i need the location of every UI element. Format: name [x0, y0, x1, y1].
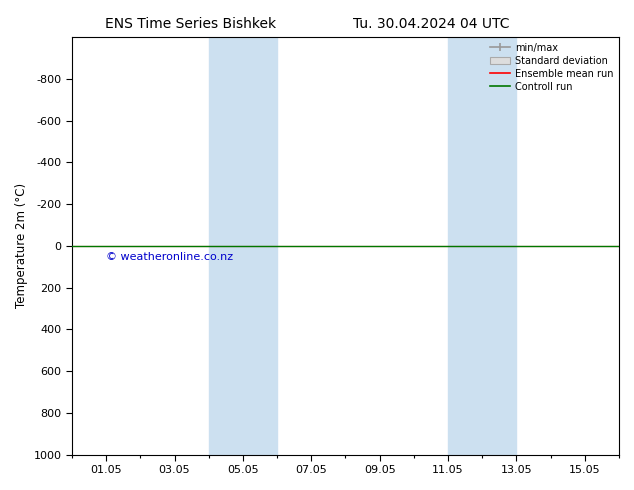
Bar	[209, 37, 277, 455]
Legend: min/max, Standard deviation, Ensemble mean run, Controll run: min/max, Standard deviation, Ensemble me…	[486, 39, 617, 96]
Text: © weatheronline.co.nz: © weatheronline.co.nz	[106, 252, 233, 262]
Y-axis label: Temperature 2m (°C): Temperature 2m (°C)	[15, 183, 28, 308]
Text: ENS Time Series Bishkek: ENS Time Series Bishkek	[105, 17, 276, 31]
Bar	[448, 37, 517, 455]
Text: Tu. 30.04.2024 04 UTC: Tu. 30.04.2024 04 UTC	[353, 17, 509, 31]
